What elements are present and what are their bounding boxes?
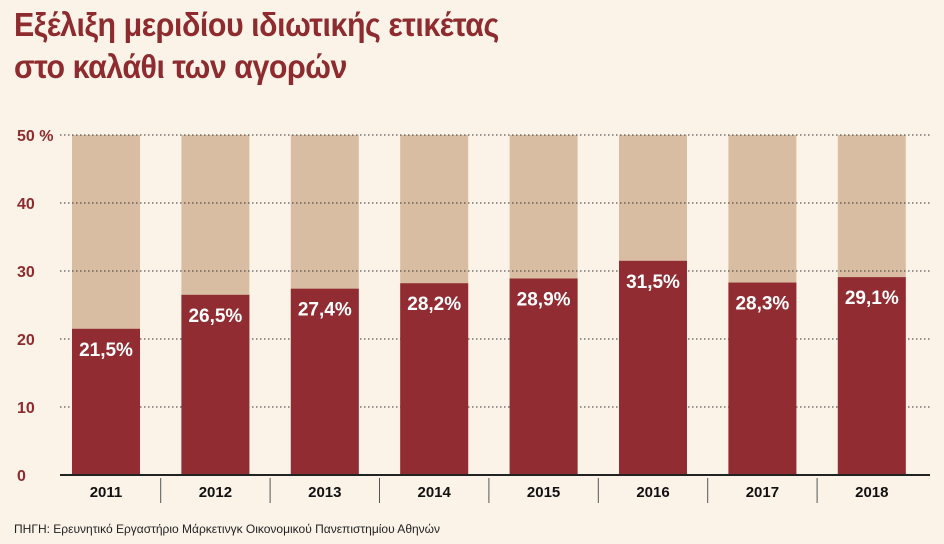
x-axis: 2011 2012 2013 2014 2015 2016 2017 2018 [60, 474, 930, 503]
chart-title-line-1: Εξέλιξη μεριδίου ιδιωτικής ετικέτας [14, 6, 499, 43]
bar-2018 [837, 277, 906, 475]
bar-2016 [619, 260, 687, 475]
y-tick-label: 10 [17, 400, 35, 417]
data-label: 27,4% [298, 300, 352, 321]
bar-2015 [509, 278, 578, 475]
data-label: 31,5% [626, 272, 680, 293]
data-label: 29,1% [845, 288, 899, 309]
chart-title-line-2: στο καλάθι των αγορών [14, 48, 347, 85]
x-tick-label: 2013 [308, 484, 341, 501]
y-tick-label: 30 [17, 264, 35, 281]
x-tick-label: 2015 [527, 484, 560, 501]
bar-2014 [400, 283, 469, 475]
x-tick-label: 2011 [90, 484, 123, 501]
data-label: 28,2% [407, 294, 461, 315]
x-tick-label: 2017 [746, 484, 779, 501]
source-note: ΠΗΓΗ: Ερευνητικό Εργαστήριο Μάρκετινγκ Ο… [14, 522, 441, 536]
x-tick-label: 2012 [199, 484, 232, 501]
bar-2013 [290, 288, 359, 475]
x-tick-label: 2016 [636, 484, 669, 501]
x-tick-label: 2014 [418, 484, 452, 501]
y-tick-label: 20 [17, 332, 35, 349]
data-label: 26,5% [188, 306, 242, 327]
y-tick-label: 40 [17, 196, 35, 213]
x-tick-label: 2018 [855, 484, 888, 501]
chart-title: Εξέλιξη μεριδίου ιδιωτικής ετικέτας στο … [14, 4, 499, 88]
data-labels: 21,5% 26,5% 27,4% 28,2% 28,9% 31,5% 28,3% 29,1% [79, 272, 899, 361]
bar-2017 [728, 282, 797, 475]
data-bars [72, 260, 906, 475]
y-axis-labels: 0 10 20 30 40 50 % [17, 128, 53, 485]
y-tick-label: 0 [17, 468, 26, 485]
bar-2012 [181, 294, 250, 475]
bar-2011 [72, 328, 140, 475]
data-label: 28,3% [735, 294, 789, 315]
y-tick-label: 50 % [17, 128, 53, 145]
data-label: 28,9% [517, 289, 571, 310]
data-label: 21,5% [79, 340, 133, 361]
